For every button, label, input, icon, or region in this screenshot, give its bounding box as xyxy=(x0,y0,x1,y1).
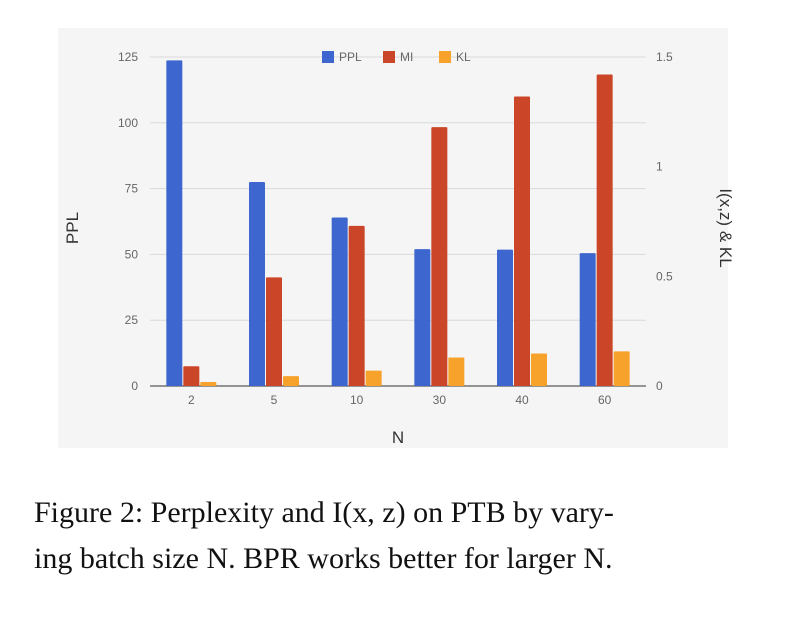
bar-ppl xyxy=(166,60,183,386)
bar-ppl xyxy=(579,253,596,386)
bar-kl xyxy=(365,370,382,386)
y-left-tick-label: 25 xyxy=(125,313,139,327)
x-tick-label: 10 xyxy=(350,393,364,407)
bar-mi xyxy=(183,366,200,386)
bar-mi xyxy=(266,277,282,386)
y-right-tick-label: 1 xyxy=(656,160,663,174)
x-tick-label: 60 xyxy=(598,393,612,407)
y-right-axis-title: I(x,z) & KL xyxy=(716,188,735,267)
y-left-tick-label: 50 xyxy=(125,247,139,261)
y-right-tick-label: 0 xyxy=(656,379,663,393)
legend-swatch-kl xyxy=(439,51,451,63)
bar-mi xyxy=(596,74,613,387)
legend-label-mi: MI xyxy=(400,50,413,64)
y-right-tick-label: 0.5 xyxy=(656,269,673,283)
y-right-tick-label: 1.5 xyxy=(656,50,673,64)
bar-kl xyxy=(448,357,465,386)
bar-mi xyxy=(514,96,530,386)
legend-label-kl: KL xyxy=(456,50,471,64)
legend-swatch-mi xyxy=(383,51,395,63)
caption-line-2: ing batch size N. BPR works better for l… xyxy=(34,542,613,575)
y-left-tick-label: 0 xyxy=(131,379,138,393)
x-tick-label: 30 xyxy=(433,393,447,407)
x-tick-label: 40 xyxy=(515,393,529,407)
bar-mi xyxy=(348,225,365,386)
legend-swatch-ppl xyxy=(322,51,334,63)
bar-ppl xyxy=(414,249,431,386)
bar-kl xyxy=(613,351,630,386)
bar-ppl xyxy=(331,217,348,386)
y-left-tick-label: 125 xyxy=(118,50,138,64)
bar-ppl xyxy=(249,182,265,386)
x-tick-label: 2 xyxy=(188,393,195,407)
bar-kl xyxy=(200,382,217,386)
y-left-tick-label: 75 xyxy=(125,182,139,196)
caption-line-1: Figure 2: Perplexity and I(x, z) on PTB … xyxy=(34,496,614,529)
y-left-tick-label: 100 xyxy=(118,116,138,130)
x-tick-label: 5 xyxy=(271,393,278,407)
bar-ppl xyxy=(497,249,513,386)
figure-caption: Figure 2: Perplexity and I(x, z) on PTB … xyxy=(34,490,764,582)
bar-kl xyxy=(283,376,299,386)
bar-kl xyxy=(531,353,547,386)
bar-mi xyxy=(431,127,448,386)
y-left-axis-title: PPL xyxy=(63,212,82,244)
legend-label-ppl: PPL xyxy=(339,50,362,64)
x-axis-title: N xyxy=(392,428,404,447)
